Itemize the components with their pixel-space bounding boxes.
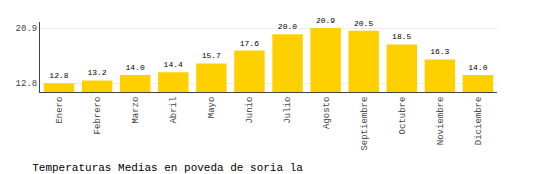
svg-text:Febrero: Febrero (93, 97, 103, 135)
svg-text:13.2: 13.2 (87, 68, 106, 77)
svg-text:Octubre: Octubre (398, 97, 408, 135)
svg-text:Junio: Junio (245, 97, 255, 124)
svg-text:20.0: 20.0 (278, 22, 297, 31)
svg-text:Septiembre: Septiembre (360, 97, 370, 151)
svg-text:Abril: Abril (169, 97, 179, 124)
svg-text:20.5: 20.5 (354, 19, 373, 28)
svg-text:16.3: 16.3 (430, 47, 449, 56)
svg-text:Mayo: Mayo (207, 97, 217, 119)
svg-text:Marzo: Marzo (131, 97, 141, 124)
svg-text:Enero: Enero (55, 97, 65, 124)
svg-text:Diciembre: Diciembre (474, 97, 484, 146)
svg-text:20.9: 20.9 (316, 16, 335, 25)
svg-text:14.0: 14.0 (126, 63, 145, 72)
svg-text:18.5: 18.5 (392, 32, 411, 41)
svg-text:12.8: 12.8 (49, 71, 68, 80)
svg-text:12.8: 12.8 (16, 79, 38, 89)
svg-text:17.6: 17.6 (240, 39, 259, 48)
svg-text:Temperaturas Medias en poveda: Temperaturas Medias en poveda de soria l… (32, 162, 303, 174)
svg-text:Noviembre: Noviembre (436, 97, 446, 146)
svg-text:15.7: 15.7 (202, 51, 221, 60)
svg-text:14.4: 14.4 (164, 60, 183, 69)
svg-text:20.9: 20.9 (16, 24, 38, 34)
svg-text:14.0: 14.0 (468, 63, 487, 72)
svg-text:Julio: Julio (283, 97, 293, 124)
svg-text:Agosto: Agosto (322, 97, 332, 129)
